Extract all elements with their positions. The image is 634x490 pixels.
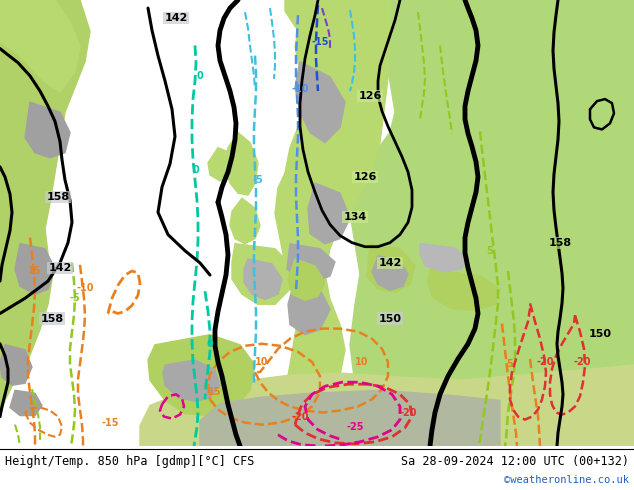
Text: 15: 15 (29, 266, 42, 276)
Text: -15: -15 (101, 417, 119, 428)
Polygon shape (295, 62, 345, 143)
Text: -20: -20 (573, 357, 591, 367)
Text: -20: -20 (291, 412, 309, 421)
Polygon shape (208, 147, 235, 181)
Text: 158: 158 (46, 192, 70, 202)
Polygon shape (232, 244, 295, 304)
Text: 10: 10 (256, 357, 269, 367)
Polygon shape (288, 279, 330, 335)
Polygon shape (428, 269, 500, 310)
Text: 150: 150 (588, 329, 612, 339)
Polygon shape (350, 0, 634, 446)
Polygon shape (140, 365, 634, 446)
Polygon shape (420, 244, 468, 272)
Polygon shape (288, 259, 325, 300)
Polygon shape (148, 335, 255, 416)
Text: 126: 126 (353, 172, 377, 182)
Text: -25: -25 (346, 422, 364, 432)
Text: 5: 5 (487, 246, 493, 256)
Text: -10: -10 (291, 84, 309, 94)
Text: 126: 126 (358, 91, 382, 101)
Polygon shape (0, 345, 32, 385)
Text: 0: 0 (207, 339, 214, 349)
Polygon shape (15, 244, 55, 294)
Polygon shape (285, 0, 340, 47)
Polygon shape (0, 0, 80, 92)
Text: 158: 158 (548, 238, 572, 247)
Polygon shape (25, 102, 70, 158)
Text: 142: 142 (378, 258, 402, 268)
Polygon shape (287, 244, 335, 282)
Text: 10: 10 (355, 357, 369, 367)
Polygon shape (10, 391, 42, 416)
Text: -20: -20 (399, 408, 417, 417)
Text: -10: -10 (76, 283, 94, 293)
Text: 150: 150 (378, 314, 401, 323)
Text: -15: -15 (311, 37, 329, 48)
Text: -20: -20 (536, 357, 553, 367)
Polygon shape (367, 244, 415, 292)
Text: 142: 142 (48, 263, 72, 273)
Text: -5: -5 (252, 175, 263, 185)
Polygon shape (230, 198, 260, 244)
Polygon shape (308, 183, 350, 244)
Polygon shape (225, 132, 258, 195)
Polygon shape (244, 259, 282, 299)
Polygon shape (0, 0, 90, 416)
Text: ©weatheronline.co.uk: ©weatheronline.co.uk (504, 475, 629, 485)
Text: 158: 158 (41, 314, 63, 323)
Text: 15: 15 (208, 387, 222, 397)
Text: 142: 142 (164, 13, 188, 23)
Text: 0: 0 (193, 165, 199, 175)
Polygon shape (163, 360, 220, 401)
Text: 134: 134 (344, 212, 366, 222)
Polygon shape (200, 391, 500, 446)
Text: -5: -5 (70, 294, 81, 303)
Polygon shape (275, 0, 390, 426)
Polygon shape (372, 256, 408, 290)
Text: Height/Temp. 850 hPa [gdmp][°C] CFS: Height/Temp. 850 hPa [gdmp][°C] CFS (5, 455, 254, 468)
Text: 5: 5 (507, 359, 514, 369)
Text: Sa 28-09-2024 12:00 UTC (00+132): Sa 28-09-2024 12:00 UTC (00+132) (401, 455, 629, 468)
Text: 0: 0 (197, 71, 204, 81)
